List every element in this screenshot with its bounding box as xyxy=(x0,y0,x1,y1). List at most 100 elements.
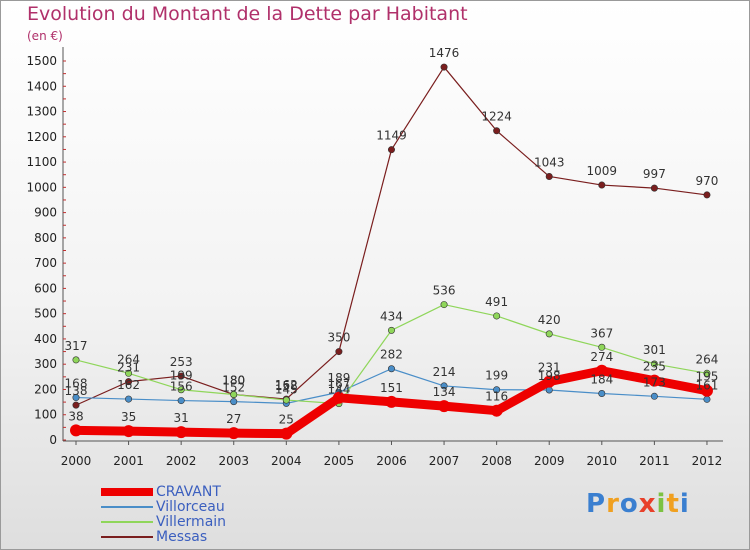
data-label-villermain: 264 xyxy=(117,352,140,366)
data-point-villorceau xyxy=(598,390,606,398)
proxiti-logo: Proxiti xyxy=(586,489,690,519)
data-point-cravant xyxy=(700,384,713,397)
data-label-cravant: 134 xyxy=(433,385,456,399)
data-label-cravant: 27 xyxy=(226,412,241,426)
x-tick-label: 2012 xyxy=(692,454,723,468)
data-label-villorceau: 156 xyxy=(170,380,193,394)
data-point-villorceau xyxy=(177,397,185,405)
data-label-villermain: 301 xyxy=(643,343,666,357)
x-tick-label: 2011 xyxy=(639,454,670,468)
data-label-messas: 1149 xyxy=(376,129,407,143)
y-tick-label: 700 xyxy=(34,256,57,270)
data-point-messas xyxy=(177,372,185,380)
data-label-villermain: 317 xyxy=(65,339,88,353)
legend-swatch xyxy=(101,536,153,538)
y-tick-label: 900 xyxy=(34,206,57,220)
data-label-villorceau: 199 xyxy=(485,369,508,383)
data-point-villermain xyxy=(493,312,501,320)
x-tick-label: 2008 xyxy=(481,454,512,468)
y-tick-label: 200 xyxy=(34,382,57,396)
legend-swatch xyxy=(101,506,153,508)
chart-series xyxy=(70,63,713,440)
chart-axes: 0 100 200 300 400 500 600 700 800 900 1000 1100 1200… xyxy=(26,47,723,468)
data-label-cravant: 235 xyxy=(643,360,666,374)
data-label-messas: 350 xyxy=(327,331,350,345)
data-label-cravant: 31 xyxy=(174,411,189,425)
data-label-cravant: 274 xyxy=(590,350,613,364)
data-label-messas: 1224 xyxy=(481,110,512,124)
data-label-cravant: 35 xyxy=(121,410,136,424)
data-point-messas xyxy=(387,146,395,154)
data-point-villermain xyxy=(125,369,133,377)
data-label-cravant: 151 xyxy=(380,381,403,395)
data-point-villermain xyxy=(230,391,238,399)
data-point-villermain xyxy=(703,369,711,377)
data-label-villorceau: 168 xyxy=(65,377,88,391)
data-label-villermain: 180 xyxy=(222,374,245,388)
data-point-villorceau xyxy=(72,394,80,402)
data-label-messas: 1009 xyxy=(587,164,618,178)
y-tick-label: 600 xyxy=(34,281,57,295)
data-point-messas xyxy=(335,348,343,356)
data-point-cravant xyxy=(490,404,503,417)
data-label-cravant: 231 xyxy=(538,361,561,375)
data-label-messas: 180 xyxy=(222,374,245,388)
data-label-villermain: 264 xyxy=(696,352,719,366)
data-label-villorceau: 214 xyxy=(433,365,456,379)
x-tick-label: 2005 xyxy=(324,454,355,468)
logo-letter: i xyxy=(679,489,690,519)
data-label-messas: 997 xyxy=(643,167,666,181)
data-point-villermain xyxy=(440,301,448,309)
logo-letter: i xyxy=(656,489,667,519)
data-label-cravant: 167 xyxy=(327,377,350,391)
data-label-villorceau: 282 xyxy=(380,348,403,362)
data-point-villermain xyxy=(177,386,185,394)
data-label-villorceau: 162 xyxy=(117,378,140,392)
data-label-messas: 970 xyxy=(696,174,719,188)
y-tick-label: 1300 xyxy=(26,105,57,119)
legend-label: CRAVANT xyxy=(156,484,221,500)
y-tick-label: 800 xyxy=(34,231,57,245)
data-point-cravant xyxy=(280,427,293,440)
x-tick-label: 2009 xyxy=(534,454,565,468)
data-point-villorceau xyxy=(230,398,238,406)
data-point-villermain xyxy=(598,343,606,351)
data-point-messas xyxy=(598,181,606,189)
data-label-villorceau: 145 xyxy=(275,382,298,396)
data-point-messas xyxy=(72,401,80,409)
x-tick-label: 2003 xyxy=(218,454,249,468)
data-label-villorceau: 173 xyxy=(643,375,666,389)
x-tick-label: 2002 xyxy=(166,454,197,468)
data-point-cravant xyxy=(227,427,240,440)
legend-label: Messas xyxy=(156,529,208,545)
y-tick-label: 400 xyxy=(34,332,57,346)
data-point-messas xyxy=(440,63,448,71)
data-label-cravant: 25 xyxy=(279,413,294,427)
data-point-cravant xyxy=(332,391,345,404)
x-tick-label: 2007 xyxy=(429,454,460,468)
legend-label: Villermain xyxy=(156,514,227,530)
data-point-messas xyxy=(493,127,501,135)
data-point-villorceau xyxy=(125,395,133,403)
logo-letter: x xyxy=(638,489,657,519)
y-tick-label: 1000 xyxy=(26,180,57,194)
chart-data-labels: 138 231 253 180 162 350 1149 1476 1224 1043 1009 99… xyxy=(65,46,719,427)
y-tick-label: 300 xyxy=(34,357,57,371)
data-label-messas: 1476 xyxy=(429,46,460,60)
y-tick-label: 0 xyxy=(49,433,57,447)
data-point-cravant xyxy=(70,424,82,437)
data-label-villorceau: 161 xyxy=(696,378,719,392)
data-label-villorceau: 198 xyxy=(538,369,561,383)
data-point-villorceau xyxy=(650,392,658,400)
x-tick-label: 2010 xyxy=(587,454,618,468)
data-label-villermain: 199 xyxy=(170,369,193,383)
data-label-villermain: 434 xyxy=(380,309,403,323)
chart-title: Evolution du Montant de la Dette par Hab… xyxy=(27,3,468,25)
logo-letter: P xyxy=(586,489,607,519)
data-label-messas: 138 xyxy=(65,384,88,398)
data-point-villermain xyxy=(545,330,553,338)
y-tick-label: 1500 xyxy=(26,54,57,68)
data-point-cravant xyxy=(175,426,188,439)
data-label-cravant: 38 xyxy=(68,409,83,423)
